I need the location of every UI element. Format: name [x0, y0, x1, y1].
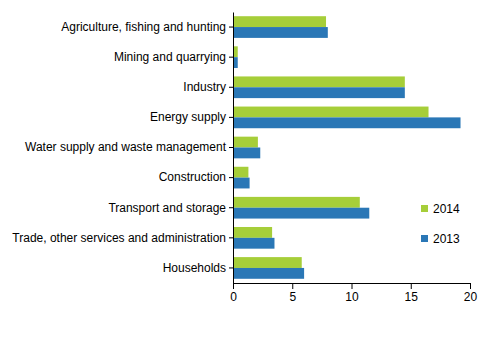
- bars: [233, 16, 461, 279]
- bar: [233, 208, 369, 219]
- legend: 2014 2013: [421, 202, 460, 246]
- bar: [233, 148, 260, 159]
- category-label: Trade, other services and administration: [12, 231, 226, 245]
- tick-mark: [229, 117, 233, 118]
- bar: [233, 107, 429, 118]
- category-label: Water supply and waste management: [25, 140, 227, 154]
- tick: 20: [464, 283, 478, 304]
- tick: Water supply and waste management: [25, 140, 233, 154]
- tick-mark: [411, 283, 412, 289]
- legend-label: 2013: [433, 232, 460, 246]
- tick: Energy supply: [150, 110, 233, 124]
- tick: Households: [163, 261, 233, 275]
- tick-mark: [292, 283, 293, 289]
- bar: [233, 268, 304, 279]
- tick-mark: [229, 87, 233, 88]
- tick-label: 5: [289, 290, 296, 304]
- tick: Agriculture, fishing and hunting: [61, 20, 233, 34]
- tick: Transport and storage: [108, 201, 233, 215]
- bar: [233, 197, 360, 208]
- category-label: Energy supply: [150, 110, 226, 124]
- legend-item: 2013: [421, 232, 460, 246]
- bar: [233, 16, 326, 27]
- tick: Mining and quarrying: [114, 50, 233, 64]
- bar: [233, 167, 248, 178]
- category-label: Construction: [159, 170, 226, 184]
- bar: [233, 178, 250, 189]
- bar: [233, 27, 328, 38]
- bar: [233, 87, 405, 98]
- plot: 0 5 10 15 20 Agriculture, fishing and hunting…: [12, 13, 477, 304]
- tick-mark: [229, 207, 233, 208]
- tick-mark: [233, 283, 234, 289]
- category-label: Households: [163, 261, 226, 275]
- y-axis: Agriculture, fishing and hunting Mining a…: [12, 13, 233, 284]
- legend-label: 2014: [433, 202, 460, 216]
- category-label: Transport and storage: [108, 201, 226, 215]
- tick-mark: [229, 27, 233, 28]
- tick-mark: [229, 177, 233, 178]
- bar: [233, 137, 258, 148]
- tick-mark: [470, 283, 471, 289]
- category-label: Industry: [183, 80, 226, 94]
- bar: [233, 227, 272, 238]
- bar: [233, 238, 274, 249]
- tick-mark: [229, 147, 233, 148]
- tick: 10: [345, 283, 359, 304]
- bar: [233, 257, 302, 268]
- bar: [233, 76, 405, 87]
- tick: 5: [289, 283, 296, 304]
- legend-swatch: [421, 205, 428, 212]
- chart: 0 5 10 15 20 Agriculture, fishing and hunting…: [0, 0, 491, 341]
- tick-label: 0: [230, 290, 237, 304]
- legend-item: 2014: [421, 202, 460, 216]
- tick: Trade, other services and administration: [12, 231, 233, 245]
- y-axis-line: [233, 13, 234, 284]
- tick: 15: [405, 283, 419, 304]
- tick: Industry: [183, 80, 233, 94]
- bar: [233, 117, 461, 128]
- tick-mark: [229, 237, 233, 238]
- tick-label: 15: [405, 290, 419, 304]
- legend-swatch: [421, 235, 428, 242]
- tick-mark: [229, 57, 233, 58]
- tick-label: 20: [464, 290, 478, 304]
- tick-label: 10: [345, 290, 359, 304]
- tick-mark: [352, 283, 353, 289]
- tick: Construction: [159, 170, 233, 184]
- category-label: Agriculture, fishing and hunting: [61, 20, 226, 34]
- x-axis: 0 5 10 15 20: [230, 283, 477, 304]
- category-label: Mining and quarrying: [114, 50, 226, 64]
- tick: 0: [230, 283, 237, 304]
- tick-mark: [229, 267, 233, 268]
